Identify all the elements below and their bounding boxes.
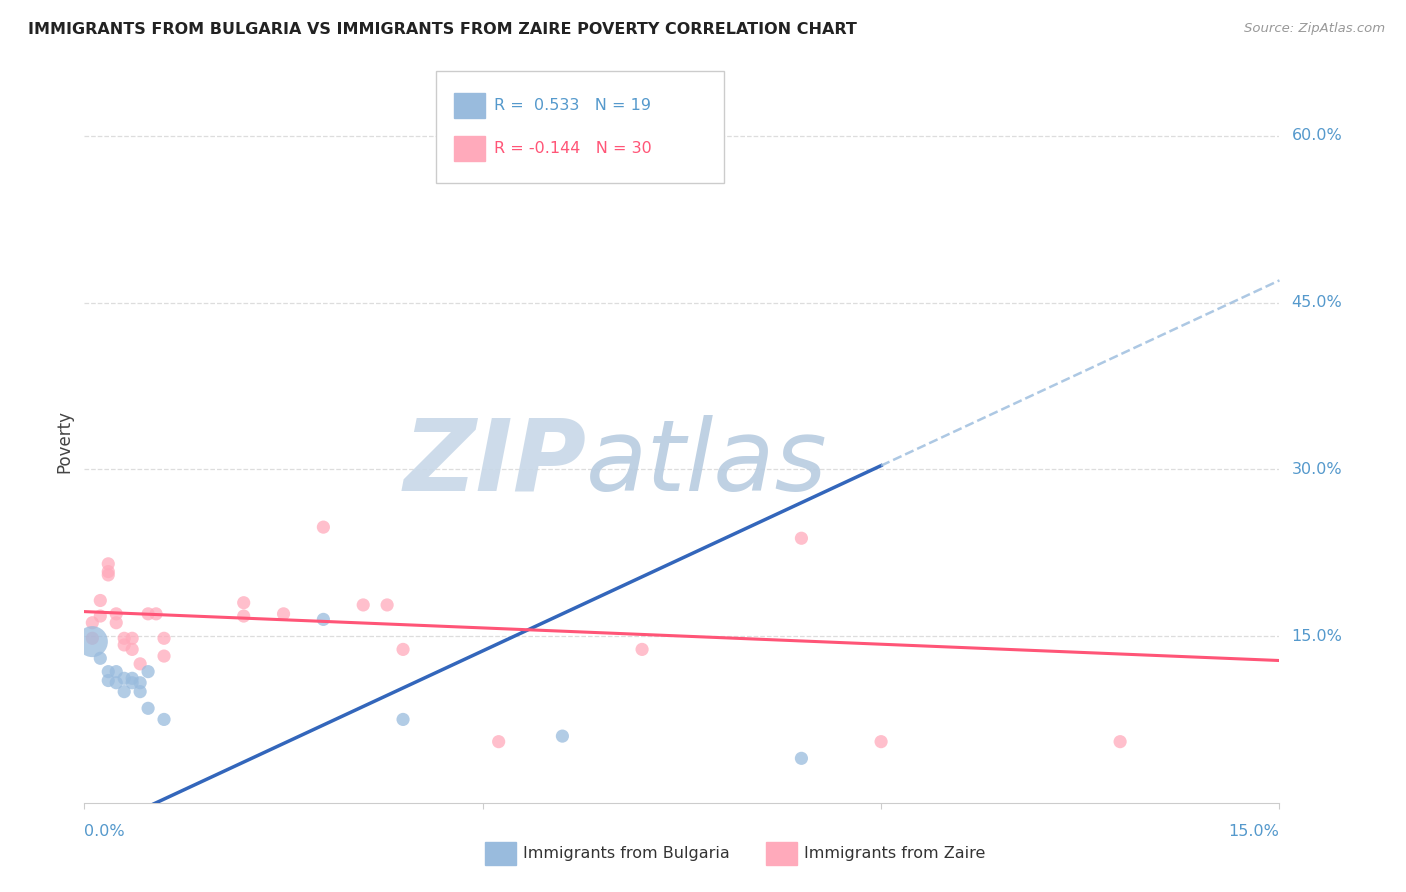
Point: [121, 632, 143, 646]
Point: [97, 568, 120, 582]
Text: 15.0%: 15.0%: [1292, 629, 1343, 643]
Point: [105, 615, 128, 630]
Point: [112, 638, 135, 652]
Text: 0.0%: 0.0%: [84, 824, 125, 839]
Point: [112, 671, 135, 685]
Point: [105, 665, 128, 679]
Point: [121, 671, 143, 685]
Point: [488, 162, 510, 177]
Point: [89, 609, 111, 624]
Text: Source: ZipAtlas.com: Source: ZipAtlas.com: [1244, 22, 1385, 36]
Point: [136, 665, 159, 679]
Point: [136, 607, 159, 621]
Text: IMMIGRANTS FROM BULGARIA VS IMMIGRANTS FROM ZAIRE POVERTY CORRELATION CHART: IMMIGRANTS FROM BULGARIA VS IMMIGRANTS F…: [28, 22, 858, 37]
Text: ZIP: ZIP: [404, 415, 586, 512]
Point: [121, 642, 143, 657]
Point: [82, 634, 104, 648]
Point: [631, 642, 654, 657]
Y-axis label: Poverty: Poverty: [55, 410, 73, 473]
Point: [136, 701, 159, 715]
Point: [82, 632, 104, 646]
Point: [232, 609, 254, 624]
Text: atlas: atlas: [586, 415, 828, 512]
Point: [112, 684, 135, 698]
Point: [153, 649, 176, 664]
Point: [1109, 734, 1132, 748]
Point: [375, 598, 398, 612]
Point: [121, 675, 143, 690]
Point: [82, 615, 104, 630]
Text: Immigrants from Bulgaria: Immigrants from Bulgaria: [523, 847, 730, 861]
Point: [153, 632, 176, 646]
Point: [129, 675, 152, 690]
Text: 15.0%: 15.0%: [1229, 824, 1279, 839]
Text: 60.0%: 60.0%: [1292, 128, 1343, 144]
Point: [129, 684, 152, 698]
Text: R = -0.144   N = 30: R = -0.144 N = 30: [494, 141, 651, 155]
Point: [97, 565, 120, 579]
Point: [790, 751, 813, 765]
Text: 45.0%: 45.0%: [1292, 295, 1343, 310]
Point: [97, 673, 120, 688]
Point: [392, 642, 415, 657]
Point: [129, 657, 152, 671]
Point: [551, 729, 574, 743]
Point: [97, 557, 120, 571]
Point: [105, 675, 128, 690]
Point: [352, 598, 374, 612]
Point: [89, 651, 111, 665]
Text: Immigrants from Zaire: Immigrants from Zaire: [804, 847, 986, 861]
Point: [273, 607, 295, 621]
Point: [870, 734, 893, 748]
Point: [89, 593, 111, 607]
Text: 30.0%: 30.0%: [1292, 462, 1343, 477]
Point: [790, 531, 813, 545]
Point: [488, 734, 510, 748]
Point: [105, 607, 128, 621]
Point: [232, 596, 254, 610]
Point: [97, 665, 120, 679]
Text: R =  0.533   N = 19: R = 0.533 N = 19: [494, 98, 651, 112]
Point: [145, 607, 167, 621]
Point: [153, 713, 176, 727]
Point: [112, 632, 135, 646]
Point: [312, 520, 335, 534]
Point: [312, 612, 335, 626]
Point: [392, 713, 415, 727]
